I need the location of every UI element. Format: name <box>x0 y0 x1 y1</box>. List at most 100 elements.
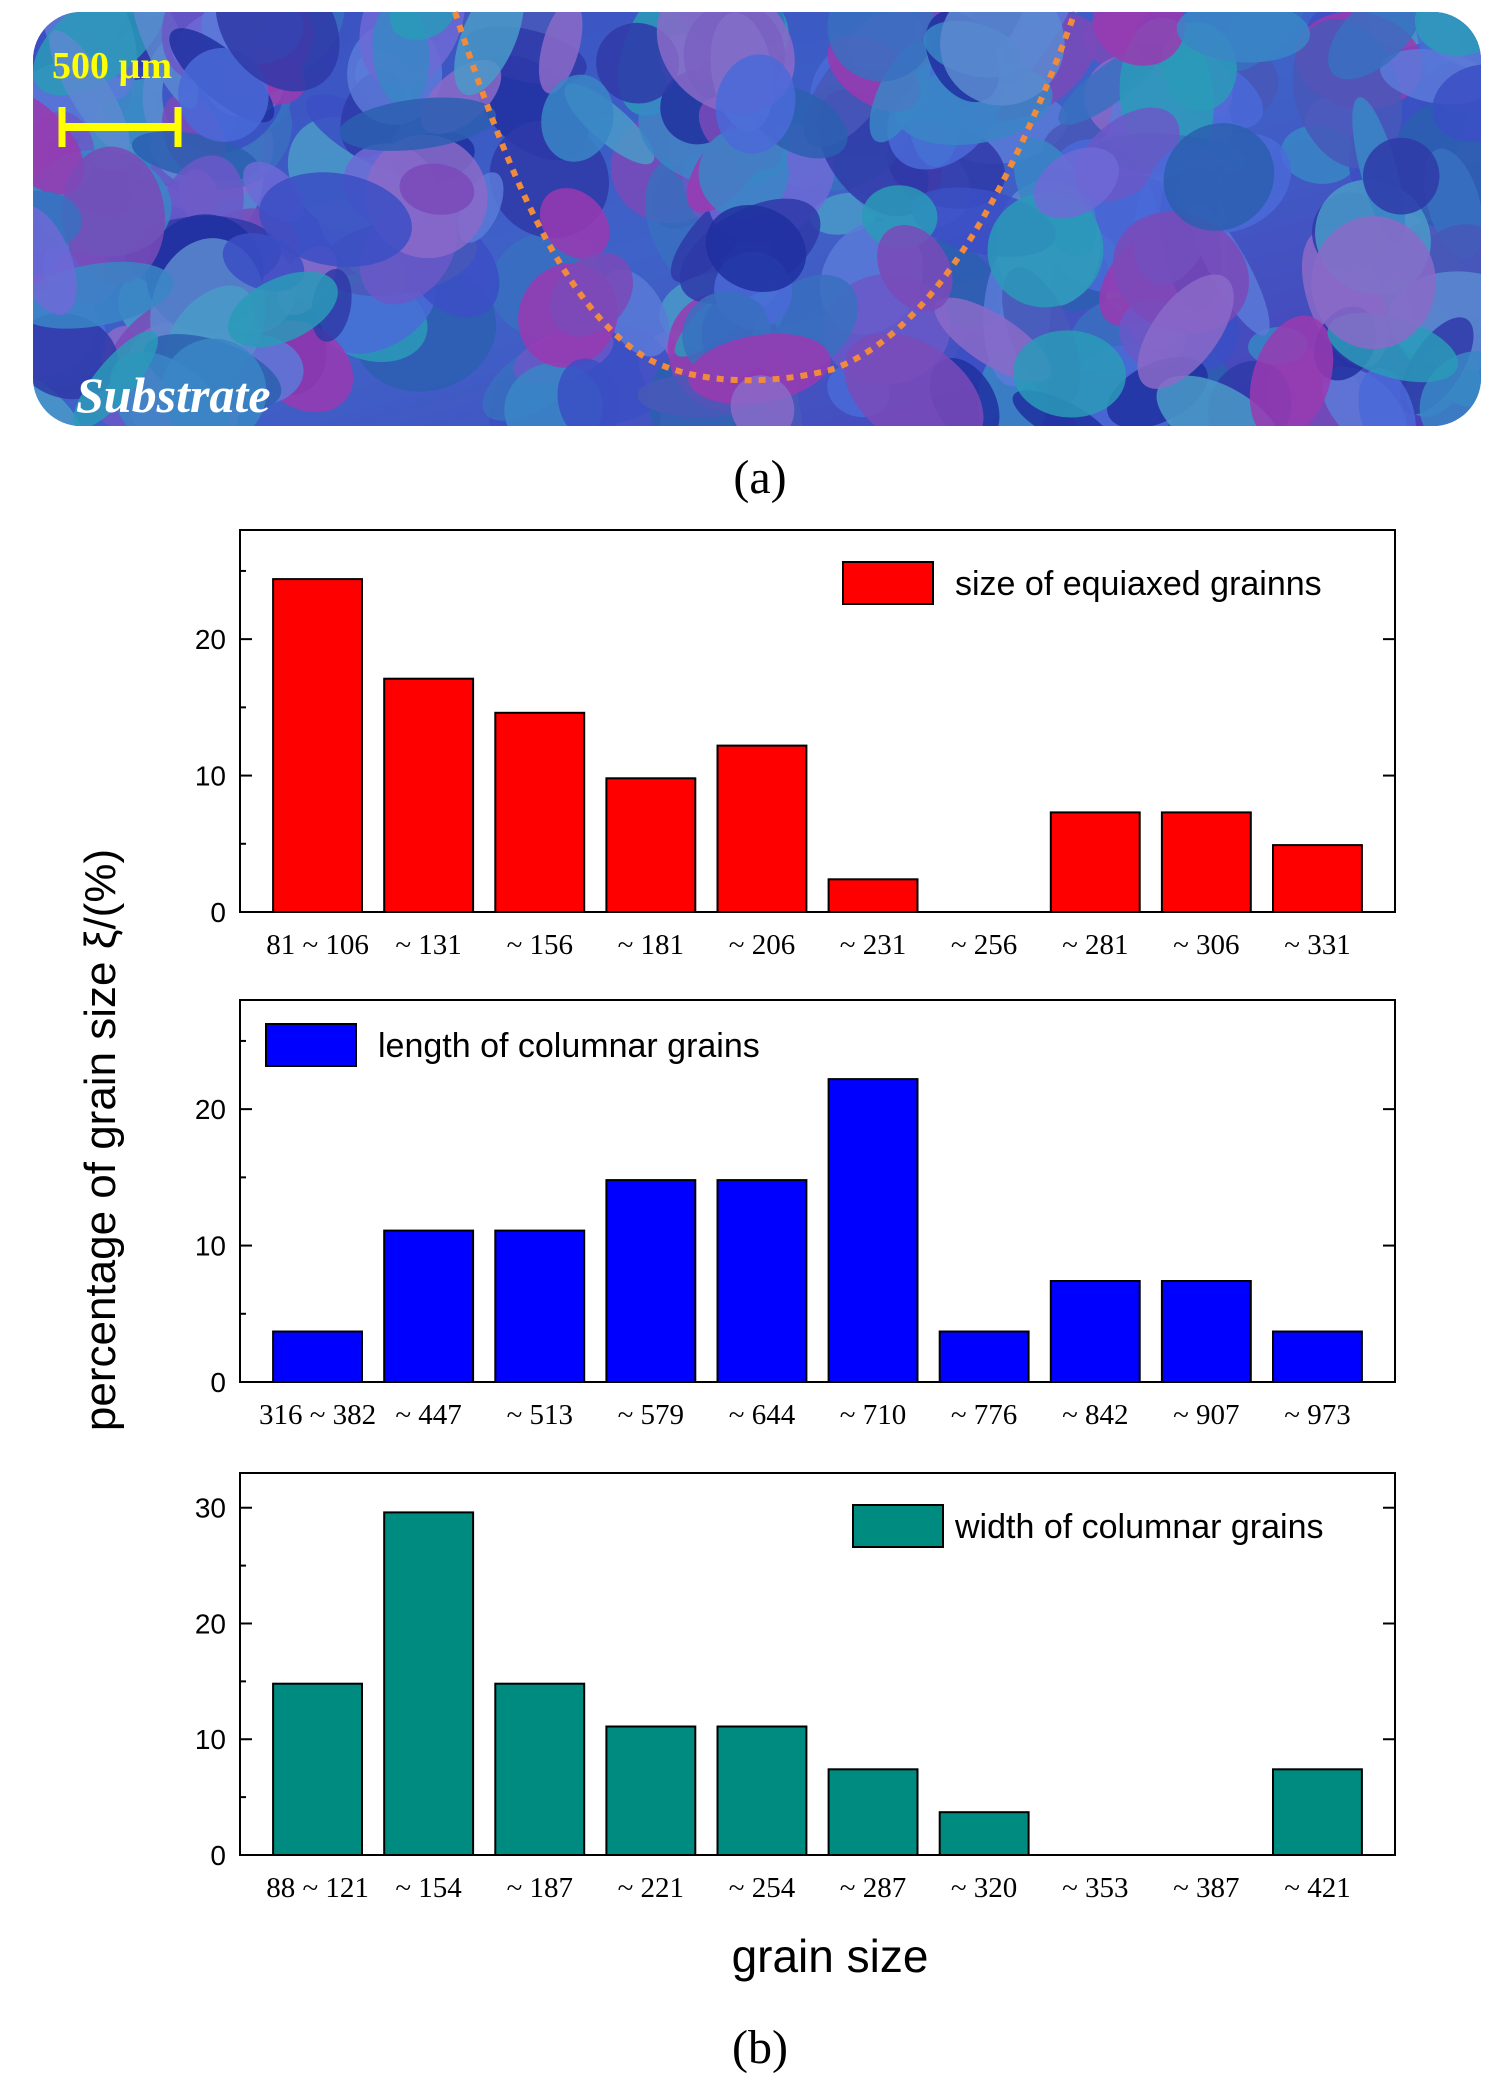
x-tick-label: ~ 387 <box>1173 1872 1239 1904</box>
grain <box>844 333 984 426</box>
grain <box>1432 64 1481 142</box>
bar <box>494 1682 586 1856</box>
chart-1: 0 10 20 81 ~ 106 ~ 131 ~ 156 ~ 181 ~ 206 ~ 231 ~ … <box>195 529 1396 961</box>
y-tick-label: 20 <box>195 624 226 655</box>
bar <box>1272 1330 1363 1383</box>
grain <box>1358 368 1416 426</box>
grain <box>538 12 583 94</box>
grain <box>62 146 165 285</box>
grain <box>338 97 497 151</box>
grain <box>1176 12 1311 63</box>
grain <box>541 74 614 162</box>
grain <box>730 375 795 426</box>
y-tick-label: 10 <box>195 761 226 792</box>
grain <box>688 333 831 405</box>
x-tick-label: ~ 281 <box>1062 929 1128 961</box>
micrograph-panel: 500 µm Substrate <box>33 10 1481 426</box>
bar <box>1049 1280 1141 1383</box>
plot-frame <box>239 529 1396 913</box>
grain <box>1311 216 1436 350</box>
bar <box>494 711 586 913</box>
x-tick-label: ~ 513 <box>507 1399 573 1431</box>
bar <box>938 1811 1030 1856</box>
y-tick-label: 30 <box>195 1493 226 1524</box>
x-tick-label: 316 ~ 382 <box>259 1399 376 1431</box>
bar <box>272 1330 364 1383</box>
legend-label: length of columnar grains <box>378 1027 760 1065</box>
plot-frame <box>239 1472 1396 1856</box>
x-tick-label: ~ 256 <box>951 929 1017 961</box>
bar <box>1160 1280 1252 1383</box>
bar <box>938 1330 1030 1383</box>
bar <box>605 1725 697 1856</box>
grain <box>227 271 338 348</box>
x-tick-label: ~ 353 <box>1062 1872 1128 1904</box>
grain <box>1328 12 1424 80</box>
x-tick-label: ~ 331 <box>1284 929 1350 961</box>
legend-swatch <box>265 1023 357 1067</box>
y-tick-label: 0 <box>210 1367 226 1398</box>
bar <box>1272 844 1363 913</box>
chart-2: 0 10 20 316 ~ 382 ~ 447 ~ 513 ~ 579 ~ 644 ~ 710 ~… <box>195 999 1396 1431</box>
legend-swatch <box>852 1504 944 1548</box>
x-tick-label: ~ 181 <box>618 929 684 961</box>
grain <box>1137 274 1234 389</box>
bar <box>272 578 364 913</box>
x-tick-label: ~ 644 <box>729 1399 796 1431</box>
x-tick-label: ~ 776 <box>951 1399 1017 1431</box>
caption-b: (b) <box>732 2021 788 2074</box>
grain <box>705 204 807 293</box>
grain <box>557 358 621 426</box>
x-tick-label: ~ 710 <box>840 1399 906 1431</box>
bar <box>827 1078 919 1383</box>
x-tick-label: ~ 156 <box>507 929 573 961</box>
grain <box>549 252 634 337</box>
x-tick-label: ~ 907 <box>1173 1399 1239 1431</box>
grain-map-image <box>33 12 1481 426</box>
grain <box>877 225 953 312</box>
grain <box>259 172 412 267</box>
x-tick-label: ~ 131 <box>395 929 461 961</box>
grain <box>1249 315 1334 426</box>
y-tick-label: 0 <box>210 897 226 928</box>
y-tick-label: 10 <box>195 1231 226 1262</box>
chart-3: 0 10 20 30 88 ~ 121 ~ 154 ~ 187 ~ 221 ~ 254 ~ 287… <box>195 1472 1396 1904</box>
bar <box>383 1511 475 1857</box>
bar <box>605 1179 697 1383</box>
grain <box>827 12 936 82</box>
bar <box>383 677 475 914</box>
grain <box>1163 123 1275 231</box>
legend-swatch <box>842 561 934 605</box>
plot-frame <box>239 999 1396 1383</box>
grain <box>178 47 269 142</box>
grain <box>987 192 1104 308</box>
bar <box>383 1229 475 1383</box>
grain <box>1013 330 1126 418</box>
bar <box>1049 811 1141 914</box>
grain <box>399 163 475 215</box>
grain <box>1362 137 1440 215</box>
bar <box>1160 811 1252 914</box>
grain <box>715 54 796 154</box>
bar <box>1272 1768 1363 1857</box>
x-tick-label: ~ 254 <box>729 1872 796 1904</box>
substrate-label: Substrate <box>76 367 271 423</box>
y-axis-label: percentage of grain size ξ/(%) <box>76 849 125 1431</box>
grain <box>940 12 1065 106</box>
bar <box>272 1682 364 1856</box>
legend-label: size of equiaxed grainns <box>955 565 1322 603</box>
bar <box>494 1229 586 1383</box>
bar <box>716 1179 808 1383</box>
x-tick-label: ~ 231 <box>840 929 906 961</box>
x-tick-label: ~ 154 <box>395 1872 462 1904</box>
grain <box>389 12 456 40</box>
scale-bar-label: 500 µm <box>52 45 172 87</box>
grain <box>1156 375 1283 426</box>
grain <box>215 12 340 92</box>
x-axis-label: grain size <box>732 1930 929 1982</box>
x-tick-label: ~ 320 <box>951 1872 1017 1904</box>
y-tick-label: 20 <box>195 1608 226 1639</box>
x-tick-label: ~ 842 <box>1062 1399 1128 1431</box>
x-tick-label: ~ 447 <box>395 1399 461 1431</box>
grain <box>49 30 130 154</box>
